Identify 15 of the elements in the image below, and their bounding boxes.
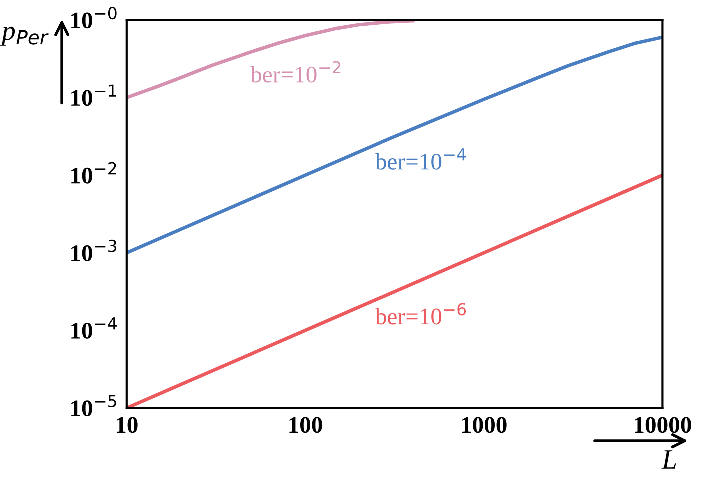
y-axis-title: p$_{Per}$: [0, 26, 49, 46]
y-tick-label: 10$^{−5}$: [72, 395, 116, 417]
x-tick-label: 1000: [462, 417, 507, 434]
x-tick-label: 100: [290, 417, 322, 434]
x-axis-title: L: [662, 450, 676, 469]
y-tick-label: 10$^{−2}$: [72, 162, 116, 184]
series-label: ber=10$^{−2}$: [250, 61, 341, 83]
y-tick-label: 10$^{−3}$: [72, 240, 117, 262]
y-tick-label: 10$^{−0}$: [72, 7, 117, 29]
series-label: ber=10$^{−4}$: [375, 148, 466, 170]
series-label: ber=10$^{−6}$: [375, 303, 466, 325]
y-tick-label: 10$^{−4}$: [72, 318, 117, 339]
x-tick-label: 10000: [635, 417, 692, 434]
x-tick-label: 10: [116, 417, 138, 434]
y-tick-label: 10$^{−1}$: [72, 84, 116, 106]
